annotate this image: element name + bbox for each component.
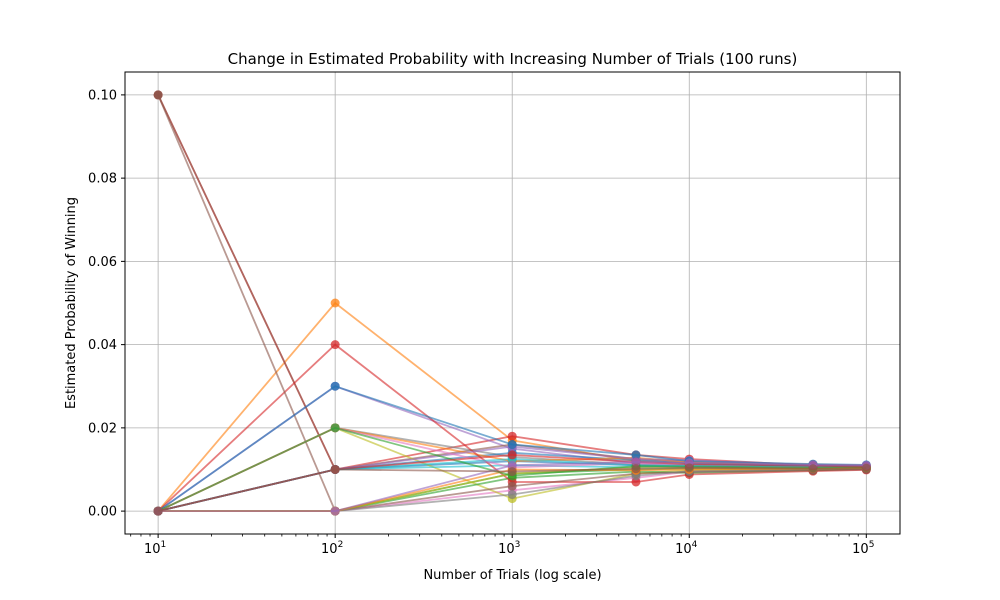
- data-point: [330, 298, 340, 308]
- data-point: [330, 381, 340, 391]
- data-point: [330, 506, 340, 516]
- x-tick-base: 10: [498, 542, 515, 557]
- x-tick-base: 10: [144, 542, 161, 557]
- x-tick-exponent: 4: [692, 540, 698, 550]
- data-point: [507, 460, 517, 470]
- data-point: [330, 423, 340, 433]
- x-axis-label: Number of Trials (log scale): [423, 568, 601, 583]
- x-tick-base: 10: [321, 542, 338, 557]
- data-point: [153, 90, 163, 100]
- y-tick-label: 0.04: [88, 338, 117, 353]
- chart-title: Change in Estimated Probability with Inc…: [228, 50, 798, 68]
- data-point: [507, 489, 517, 499]
- x-tick-exponent: 3: [515, 540, 521, 550]
- data-point: [507, 450, 517, 460]
- data-point: [861, 463, 871, 473]
- x-tick-label: 102: [321, 540, 343, 557]
- x-tick-exponent: 5: [869, 540, 875, 550]
- x-tick-base: 10: [852, 542, 869, 557]
- x-tick-label: 104: [675, 540, 698, 557]
- data-point: [507, 467, 517, 477]
- y-tick-label: 0.10: [88, 88, 117, 103]
- data-point: [507, 481, 517, 491]
- y-tick-label: 0.02: [88, 421, 117, 436]
- x-tick-label: 103: [498, 540, 520, 557]
- data-point: [631, 477, 641, 487]
- data-point: [330, 340, 340, 350]
- data-point: [153, 506, 163, 516]
- y-tick-label: 0.00: [88, 505, 117, 520]
- data-point: [631, 464, 641, 474]
- data-point: [330, 464, 340, 474]
- x-tick-exponent: 2: [338, 540, 344, 550]
- data-point: [808, 464, 818, 474]
- x-tick-exponent: 1: [161, 540, 167, 550]
- data-point: [631, 450, 641, 460]
- x-tick-base: 10: [675, 542, 692, 557]
- y-tick-label: 0.06: [88, 255, 117, 270]
- data-series: [153, 90, 871, 516]
- x-tick-label: 101: [144, 540, 166, 557]
- x-tick-label: 105: [852, 540, 874, 557]
- data-point: [507, 440, 517, 450]
- data-point: [631, 457, 641, 467]
- y-axis-label: Estimated Probability of Winning: [64, 197, 79, 409]
- data-point: [507, 431, 517, 441]
- y-tick-label: 0.08: [88, 172, 117, 187]
- data-point: [684, 463, 694, 473]
